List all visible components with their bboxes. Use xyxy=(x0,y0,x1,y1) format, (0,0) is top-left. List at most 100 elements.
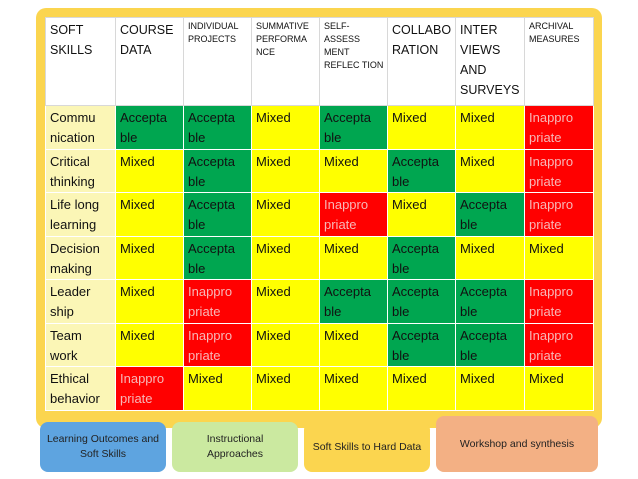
rating-cell: Mixed xyxy=(455,148,525,193)
rating-cell: Accepta ble xyxy=(319,105,388,150)
rating-cell: Accepta ble xyxy=(455,192,525,237)
row-skill-label: Life long learning xyxy=(45,192,116,237)
rating-text: Mixed xyxy=(529,371,564,386)
rating-cell: Accepta ble xyxy=(387,235,456,280)
rating-cell: Mixed xyxy=(251,366,320,411)
rating-text: Inappro priate xyxy=(188,284,233,319)
rating-cell: Mixed xyxy=(251,235,320,280)
rating-text: Inappro priate xyxy=(188,327,233,363)
rating-text: Mixed xyxy=(256,110,291,125)
rating-cell: Mixed xyxy=(251,322,320,367)
rating-cell: Inappro priate xyxy=(524,279,594,324)
rating-text: Mixed xyxy=(324,240,359,256)
rating-text: Accepta ble xyxy=(460,197,507,232)
rating-text: Accepta ble xyxy=(188,110,235,145)
header-archival-measures: ARCHIVAL MEASURES xyxy=(524,17,594,106)
rating-text: Mixed xyxy=(392,371,427,386)
tab-label: Workshop and synthesis xyxy=(459,437,575,450)
tab-label: Learning Outcomes and Soft Skills xyxy=(46,433,160,460)
header-interviews-surveys: INTER VIEWS AND SURVEYS xyxy=(455,17,525,106)
rating-text: Inappro priate xyxy=(529,327,574,363)
rating-cell: Inappro priate xyxy=(524,322,594,367)
rating-text: Inappro priate xyxy=(529,284,574,319)
rating-cell: Mixed xyxy=(455,105,525,150)
rating-text: Inappro priate xyxy=(324,197,369,232)
rating-text: Mixed xyxy=(460,240,495,256)
rating-cell: Mixed xyxy=(183,366,252,411)
rating-text: Inappro priate xyxy=(120,371,165,406)
rating-cell: Accepta ble xyxy=(387,322,456,367)
header-collaboration: COLLABO RATION xyxy=(387,17,456,106)
rating-cell: Mixed xyxy=(115,322,184,367)
rating-text: Mixed xyxy=(256,240,291,256)
rating-text: Mixed xyxy=(324,153,359,169)
soft-skills-matrix: SOFT SKILLS COURSE DATA INDIVIDUAL PROJE… xyxy=(45,17,594,411)
rating-text: Mixed xyxy=(120,197,155,212)
header-individual-projects: INDIVIDUAL PROJECTS xyxy=(183,17,252,106)
row-skill-label: Team work xyxy=(45,322,116,367)
tab-learning-outcomes[interactable]: Learning Outcomes and Soft Skills xyxy=(40,422,166,472)
rating-text: Accepta ble xyxy=(120,110,167,145)
header-row: SOFT SKILLS COURSE DATA INDIVIDUAL PROJE… xyxy=(45,17,594,106)
rating-cell: Inappro priate xyxy=(524,148,594,193)
rating-cell: Mixed xyxy=(387,105,456,150)
rating-text: Mixed xyxy=(324,327,359,343)
rating-cell: Accepta ble xyxy=(183,105,252,150)
rating-cell: Mixed xyxy=(524,366,594,411)
rating-cell: Accepta ble xyxy=(387,279,456,324)
rating-text: Accepta ble xyxy=(392,284,439,319)
rating-cell: Mixed xyxy=(115,148,184,193)
rating-cell: Accepta ble xyxy=(455,279,525,324)
rating-text: Mixed xyxy=(529,240,564,256)
rating-text: Mixed xyxy=(324,371,359,386)
rating-cell: Inappro priate xyxy=(183,279,252,324)
rating-text: Mixed xyxy=(120,240,155,256)
rating-cell: Mixed xyxy=(455,366,525,411)
rating-cell: Mixed xyxy=(251,148,320,193)
matrix-body: Commu nication Accepta ble Accepta ble Mixe… xyxy=(45,105,594,411)
rating-text: Accepta ble xyxy=(460,284,507,319)
rating-cell: Mixed xyxy=(387,192,456,237)
rating-text: Accepta ble xyxy=(460,327,507,363)
tab-instructional-approaches[interactable]: Instructional Approaches xyxy=(172,422,298,472)
header-self-assessment: SELF-ASSESS MENT REFLEC TION xyxy=(319,17,388,106)
table-row: Critical thinking Mixed Accepta ble Mixed Mi… xyxy=(45,148,594,193)
rating-text: Mixed xyxy=(392,197,427,212)
rating-cell: Mixed xyxy=(251,279,320,324)
rating-cell: Mixed xyxy=(251,192,320,237)
rating-cell: Mixed xyxy=(115,279,184,324)
rating-text: Accepta ble xyxy=(188,153,235,189)
row-skill-label: Ethical behavior xyxy=(45,366,116,411)
rating-cell: Mixed xyxy=(251,105,320,150)
tab-workshop-synthesis[interactable]: Workshop and synthesis xyxy=(436,416,598,472)
rating-cell: Mixed xyxy=(319,235,388,280)
section-tabs: Learning Outcomes and Soft Skills Instru… xyxy=(36,416,602,472)
table-row: Leader ship Mixed Inappro priate Mixed Accep… xyxy=(45,279,594,324)
tab-soft-skills-hard-data[interactable]: Soft Skills to Hard Data xyxy=(304,422,430,472)
rating-text: Mixed xyxy=(188,371,223,386)
rating-text: Mixed xyxy=(460,153,495,169)
rating-text: Mixed xyxy=(256,153,291,169)
rating-text: Mixed xyxy=(460,371,495,386)
rating-cell: Inappro priate xyxy=(115,366,184,411)
rating-cell: Mixed xyxy=(319,148,388,193)
header-soft-skills: SOFT SKILLS xyxy=(45,17,116,106)
header-summative-performance: SUMMATIVE PERFORMA NCE xyxy=(251,17,320,106)
rating-text: Accepta ble xyxy=(188,240,235,276)
rating-text: Accepta ble xyxy=(188,197,235,232)
rating-cell: Mixed xyxy=(524,235,594,280)
table-row: Decision making Mixed Accepta ble Mixed Mixe… xyxy=(45,235,594,280)
rating-cell: Inappro priate xyxy=(319,192,388,237)
tab-label: Instructional Approaches xyxy=(206,433,264,460)
rating-cell: Inappro priate xyxy=(524,105,594,150)
rating-text: Mixed xyxy=(392,110,427,125)
tab-label: Soft Skills to Hard Data xyxy=(312,440,422,453)
rating-text: Inappro priate xyxy=(529,153,574,189)
rating-cell: Mixed xyxy=(115,192,184,237)
rating-text: Accepta ble xyxy=(392,153,439,189)
rating-text: Inappro priate xyxy=(529,110,574,145)
rating-text: Mixed xyxy=(256,284,291,299)
rating-text: Mixed xyxy=(120,153,155,169)
rating-cell: Accepta ble xyxy=(319,279,388,324)
rating-text: Accepta ble xyxy=(392,240,439,276)
